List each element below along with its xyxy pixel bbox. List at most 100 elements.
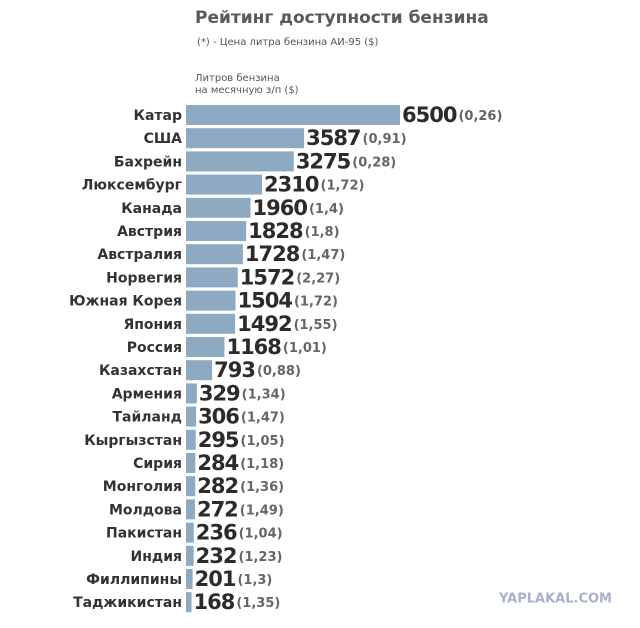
value-label: 329 bbox=[199, 381, 240, 405]
category-label: Тайланд bbox=[113, 410, 183, 426]
value-label: 2310 bbox=[264, 173, 319, 197]
price-label: (1,04) bbox=[239, 526, 283, 541]
value-label: 1728 (1,47) bbox=[245, 242, 345, 266]
category-label: Люксембург bbox=[82, 178, 182, 194]
value-label: 236 bbox=[196, 521, 237, 545]
category-label: Молдова bbox=[109, 502, 182, 518]
axis-label: на месячную з/п ($) bbox=[195, 85, 299, 96]
bar bbox=[186, 406, 197, 427]
value-label: 201 bbox=[195, 567, 236, 591]
bar bbox=[186, 105, 400, 125]
category-label: Монголия bbox=[103, 479, 182, 495]
price-label: (1,49) bbox=[240, 503, 284, 518]
value-label: 1492 bbox=[237, 312, 291, 336]
category-label: Австралия bbox=[97, 247, 182, 263]
value-label: 168 (1,35) bbox=[194, 590, 281, 614]
price-label: (0,91) bbox=[363, 132, 407, 147]
category-label: Казахстан bbox=[99, 363, 182, 379]
bar bbox=[186, 174, 263, 195]
price-label: (1,55) bbox=[294, 317, 338, 332]
value-label: 232 bbox=[196, 544, 237, 568]
axis-label: Литров бензина bbox=[195, 73, 280, 84]
price-label: (1,8) bbox=[305, 225, 340, 240]
bar bbox=[186, 429, 196, 450]
category-label: Таджикистан bbox=[73, 595, 182, 611]
price-label: (1,72) bbox=[321, 178, 365, 193]
bar bbox=[186, 197, 251, 218]
bar bbox=[186, 360, 213, 381]
bar bbox=[186, 453, 196, 473]
bar bbox=[186, 151, 294, 172]
value-label: 793 (0,88) bbox=[214, 358, 301, 382]
value-label: 329 (1,34) bbox=[199, 381, 286, 405]
value-label: 272 bbox=[197, 497, 238, 521]
category-label: США bbox=[144, 131, 183, 147]
category-label: Армения bbox=[112, 386, 182, 402]
category-label: Канада bbox=[121, 201, 182, 217]
price-label: (1,01) bbox=[283, 341, 327, 356]
value-label: 201 (1,3) bbox=[195, 567, 273, 591]
value-label: 1960 (1,4) bbox=[253, 196, 344, 220]
value-label: 1492 (1,55) bbox=[237, 312, 337, 336]
value-label: 232 (1,23) bbox=[196, 544, 283, 568]
value-label: 236 (1,04) bbox=[196, 521, 283, 545]
price-label: (2,27) bbox=[296, 271, 340, 286]
value-label: 1504 (1,72) bbox=[238, 289, 338, 313]
value-label: 1572 bbox=[240, 265, 294, 289]
chart-subtitle: (*) - Цена литра бензина АИ-95 ($) bbox=[197, 37, 379, 48]
price-label: (0,26) bbox=[458, 109, 502, 124]
category-label: Кыргызстан bbox=[84, 433, 182, 449]
price-label: (1,05) bbox=[241, 433, 285, 448]
value-label: 306 bbox=[198, 405, 239, 429]
value-label: 3587 (0,91) bbox=[306, 126, 406, 150]
value-label: 3275 bbox=[296, 149, 351, 173]
value-label: 793 bbox=[214, 358, 255, 382]
category-label: Южная Корея bbox=[69, 294, 182, 310]
bar bbox=[186, 337, 225, 357]
price-label: (1,23) bbox=[238, 549, 282, 564]
price-label: (1,47) bbox=[301, 248, 345, 263]
price-label: (1,47) bbox=[241, 410, 285, 425]
bar bbox=[186, 499, 195, 520]
watermark: YAPLAKAL.COM bbox=[498, 592, 612, 607]
price-label: (1,34) bbox=[242, 387, 286, 402]
bar bbox=[186, 476, 196, 497]
value-label: 1728 bbox=[245, 242, 300, 266]
value-label: 295 bbox=[198, 428, 239, 452]
price-label: (1,72) bbox=[294, 294, 338, 309]
value-label: 282 (1,36) bbox=[197, 474, 284, 498]
category-label: Филлипины bbox=[86, 572, 182, 588]
value-label: 3275 (0,28) bbox=[296, 149, 396, 173]
price-label: (1,3) bbox=[237, 573, 272, 588]
value-label: 1168 (1,01) bbox=[226, 335, 326, 359]
value-label: 2310 (1,72) bbox=[264, 173, 364, 197]
bar bbox=[186, 569, 193, 589]
price-label: (1,35) bbox=[236, 596, 280, 611]
bar bbox=[186, 244, 243, 265]
category-label: Россия bbox=[127, 340, 182, 356]
value-label: 282 bbox=[197, 474, 238, 498]
bar bbox=[186, 522, 194, 543]
price-label: (1,4) bbox=[309, 201, 344, 216]
category-label: Пакистан bbox=[106, 526, 182, 542]
value-label: 295 (1,05) bbox=[198, 428, 285, 452]
bar bbox=[186, 128, 305, 149]
bar bbox=[186, 313, 236, 334]
value-label: 272 (1,49) bbox=[197, 497, 284, 521]
price-label: (0,28) bbox=[352, 155, 396, 170]
value-label: 1572 (2,27) bbox=[240, 265, 340, 289]
category-label: Австрия bbox=[117, 224, 182, 240]
value-label: 284 (1,18) bbox=[197, 451, 284, 475]
bar bbox=[186, 221, 247, 241]
bar bbox=[186, 545, 194, 566]
price-label: (1,18) bbox=[240, 457, 284, 472]
value-label: 1828 (1,8) bbox=[248, 219, 339, 243]
value-label: 6500 (0,26) bbox=[402, 103, 502, 127]
value-label: 284 bbox=[197, 451, 238, 475]
value-label: 1828 bbox=[248, 219, 303, 243]
bar bbox=[186, 383, 197, 404]
price-label: (1,36) bbox=[240, 480, 284, 495]
category-label: Индия bbox=[131, 549, 183, 565]
chart-title: Рейтинг доступности бензина bbox=[195, 8, 489, 28]
